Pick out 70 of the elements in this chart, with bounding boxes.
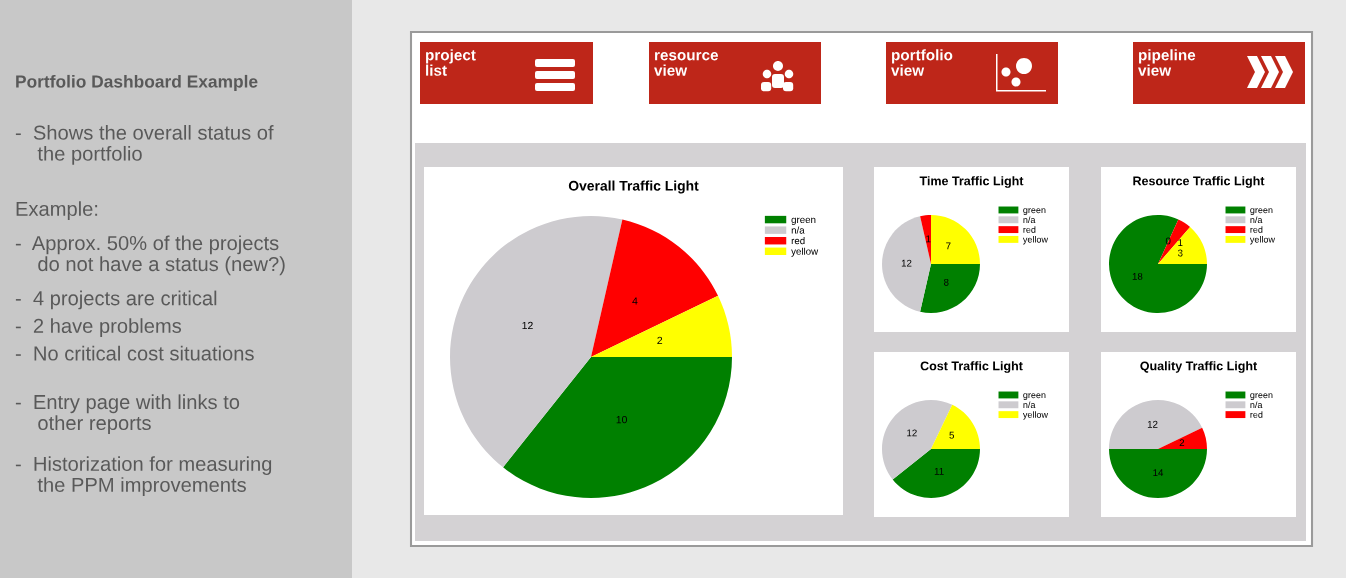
chart-title: Quality Traffic Light — [1140, 361, 1258, 373]
legend-label: yellow — [791, 247, 819, 257]
text: - 2 have problems — [15, 318, 182, 337]
pie-slice — [503, 357, 732, 498]
data-label: 5 — [949, 431, 955, 439]
data-label: 1 — [1178, 239, 1183, 246]
text: 0 — [1165, 237, 1171, 245]
pie-slice — [1158, 219, 1191, 264]
chart-title: Resource Traffic Light — [1133, 176, 1265, 188]
legend-label: yellow — [1022, 236, 1048, 245]
data-label: 12 — [1147, 420, 1158, 428]
pie-slice — [1158, 427, 1207, 449]
data-label: 8 — [943, 278, 949, 286]
pie-slice — [591, 219, 719, 357]
legend-label: n/a — [1250, 401, 1263, 409]
text: - 4 projects are critical — [15, 290, 217, 310]
legend-label: green — [1250, 208, 1273, 215]
data-label: 12 — [901, 259, 912, 267]
chart-title: Overall Traffic Light — [568, 180, 699, 194]
text: Example: — [16, 201, 98, 220]
text: - Entry page with links to other reports — [15, 394, 240, 435]
pie-slice — [1109, 215, 1207, 313]
pie-slice — [920, 215, 931, 264]
chart-title: Cost Traffic Light — [920, 361, 1023, 373]
data-label: 12 — [907, 429, 917, 437]
legend-label: red — [1250, 226, 1263, 233]
text: - Shows the overall status of the portfolio — [15, 125, 274, 165]
pie-slice — [931, 404, 980, 449]
text: project list — [426, 49, 476, 76]
data-label: 7 — [946, 242, 951, 250]
data-label: 2 — [657, 336, 663, 345]
legend-label: red — [791, 237, 805, 245]
text: - No critical cost situations — [15, 345, 254, 361]
data-label: 2 — [1179, 439, 1185, 447]
text: - Approx. 50% of the projects do not have a status (new?) — [15, 235, 285, 276]
text: pipeline view — [1138, 49, 1196, 76]
data-label: 11 — [934, 467, 944, 475]
legend-label: n/a — [1023, 401, 1036, 409]
data-label: 18 — [1132, 272, 1143, 280]
data-label: 10 — [616, 415, 627, 424]
data-label: 14 — [1153, 469, 1164, 477]
text: resource view — [654, 52, 719, 76]
legend-label: green — [791, 217, 816, 225]
pie-slice — [920, 264, 980, 313]
legend-label: red — [1250, 411, 1263, 418]
legend-label: green — [1023, 208, 1046, 215]
data-label: 4 — [632, 297, 638, 305]
pie-slice — [931, 215, 980, 264]
chart-title: Time Traffic Light — [919, 176, 1024, 188]
pie-slice — [1109, 400, 1203, 449]
text: Portfolio Dashboard Example — [16, 74, 258, 92]
data-label: 12 — [522, 321, 533, 330]
data-label: 3 — [1177, 249, 1183, 257]
legend-label: yellow — [1249, 236, 1275, 245]
pie-slice — [591, 295, 732, 357]
legend-label: n/a — [1023, 216, 1036, 224]
legend-label: green — [1023, 393, 1046, 400]
legend-label: red — [1023, 226, 1036, 233]
pie-slice — [882, 216, 931, 312]
text: - Historization for measuring the PPM improvements — [15, 456, 272, 496]
data-label: 1 — [926, 235, 931, 243]
pie-slice — [892, 449, 980, 498]
legend-label: n/a — [1250, 216, 1263, 224]
legend-label: n/a — [791, 226, 805, 234]
legend-label: yellow — [1022, 411, 1048, 420]
legend-label: green — [1250, 393, 1273, 400]
text: portfolio view — [891, 49, 953, 76]
pie-slice — [1158, 226, 1207, 264]
pie-slice — [882, 400, 953, 480]
pie-slice — [1109, 449, 1207, 498]
